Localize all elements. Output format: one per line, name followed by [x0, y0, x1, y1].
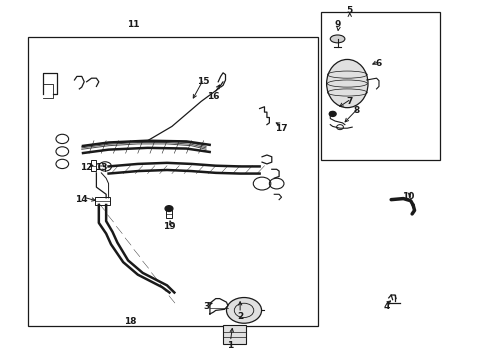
Ellipse shape [226, 297, 262, 323]
Text: 3: 3 [203, 302, 209, 311]
Text: 6: 6 [376, 59, 382, 68]
Text: 12: 12 [80, 163, 93, 172]
Text: 11: 11 [127, 20, 139, 29]
Text: 18: 18 [124, 316, 137, 325]
Bar [320, 12, 440, 160]
Bar [91, 160, 97, 171]
Bar [223, 325, 246, 344]
Ellipse shape [327, 59, 368, 108]
Text: 1: 1 [227, 341, 234, 350]
Bar [95, 197, 110, 205]
Text: 4: 4 [383, 302, 390, 311]
Text: 14: 14 [75, 195, 88, 204]
Text: 13: 13 [95, 163, 107, 172]
Text: 9: 9 [334, 20, 341, 29]
Bar [166, 210, 172, 217]
Text: 17: 17 [275, 124, 288, 133]
Bar [28, 37, 318, 327]
Text: 15: 15 [197, 77, 210, 86]
Text: 8: 8 [354, 106, 360, 115]
Circle shape [165, 206, 173, 211]
Circle shape [329, 111, 336, 116]
Ellipse shape [330, 35, 345, 43]
Text: 7: 7 [346, 97, 353, 106]
Text: 10: 10 [402, 192, 415, 201]
Text: 2: 2 [237, 312, 243, 321]
Text: 19: 19 [163, 222, 176, 231]
Text: 16: 16 [207, 91, 220, 100]
Text: 5: 5 [346, 6, 353, 15]
